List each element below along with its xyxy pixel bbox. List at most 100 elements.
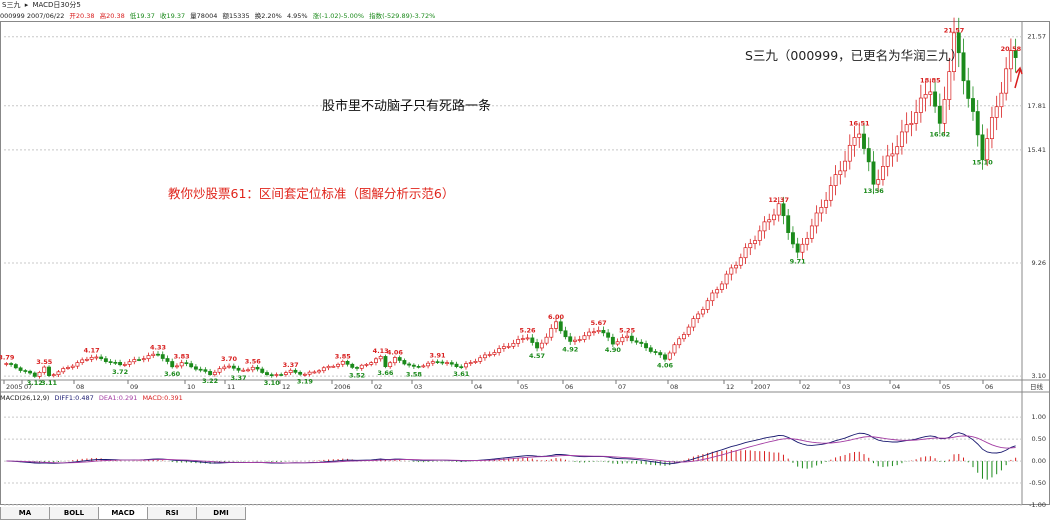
- candle: [719, 283, 724, 290]
- candle: [445, 362, 449, 364]
- peak-label: 4.92: [562, 346, 578, 354]
- macd-tick-label: 0.50: [1032, 435, 1046, 443]
- candle: [4, 363, 9, 365]
- candle: [37, 372, 42, 377]
- indicator-tabs: MA BOLL MACD RSI DMI: [0, 507, 246, 520]
- candle: [312, 371, 317, 374]
- candle: [748, 243, 753, 249]
- quote-info-bar: 000999 2007/06/22 开20.38 高20.38 低19.37 收…: [0, 11, 1050, 21]
- candle: [790, 232, 795, 245]
- candle: [516, 339, 521, 344]
- time-tick-label: 10: [187, 383, 195, 391]
- peak-label: 5.25: [619, 327, 636, 335]
- candle: [899, 131, 904, 148]
- candle: [549, 328, 554, 338]
- peak-label: 4.17: [84, 346, 100, 354]
- candle: [18, 367, 23, 371]
- candle: [729, 267, 734, 275]
- candle: [525, 337, 530, 340]
- time-tick-label: 日线: [1030, 382, 1044, 391]
- candle: [795, 243, 800, 253]
- stock-title: S三九: [2, 1, 21, 9]
- candle: [227, 365, 232, 368]
- candle: [781, 203, 786, 217]
- candle: [217, 368, 222, 373]
- candle: [118, 362, 123, 366]
- peak-label: 4.33: [150, 344, 166, 352]
- candle: [269, 374, 274, 377]
- stock-annotation: S三九（000999，已更名为华润三九）: [745, 48, 964, 63]
- peak-label: 3.52: [349, 371, 365, 379]
- tab-macd[interactable]: MACD: [98, 507, 148, 520]
- candle: [231, 365, 236, 369]
- candle: [103, 358, 108, 362]
- candle: [388, 362, 393, 368]
- peak-label: 3.56: [245, 358, 262, 366]
- play-icon[interactable]: ▸: [24, 1, 29, 9]
- macd-panel: [4, 416, 1022, 506]
- price-tick-label: 21.57: [1027, 33, 1046, 41]
- candle: [151, 353, 156, 356]
- candle: [767, 219, 772, 223]
- candle: [871, 161, 876, 185]
- candle: [928, 91, 933, 95]
- annotation-arrow-head: [1015, 66, 1023, 75]
- candle: [862, 133, 866, 149]
- price-tick-label: 15.41: [1027, 146, 1046, 154]
- change-value: 涨(-1.02)-5.00%: [312, 12, 365, 20]
- chart-grid: [0, 21, 1050, 505]
- candle: [402, 360, 407, 365]
- macd-tick-label: 0.00: [1032, 457, 1046, 465]
- candle: [283, 372, 288, 375]
- candle: [805, 238, 810, 245]
- candle: [648, 347, 653, 352]
- candle: [501, 346, 506, 349]
- price-tick-label: 9.26: [1032, 259, 1046, 267]
- tab-ma[interactable]: MA: [0, 507, 50, 520]
- candle: [757, 230, 762, 241]
- candle: [28, 370, 33, 374]
- tab-boll[interactable]: BOLL: [49, 507, 99, 520]
- candle: [66, 367, 70, 369]
- candle: [904, 124, 909, 133]
- candle: [568, 336, 573, 342]
- candle: [881, 166, 885, 180]
- candle: [895, 146, 900, 155]
- macd-tick-label: -0.50: [1029, 479, 1046, 487]
- dea-line: [6, 435, 1016, 464]
- candle: [885, 155, 890, 167]
- peak-label: 9.71: [790, 258, 807, 266]
- peak-label: 15.10: [972, 159, 993, 167]
- peak-label: 3.58: [406, 370, 423, 378]
- macd-value: MACD:0.391: [142, 394, 183, 402]
- candle: [293, 369, 298, 373]
- candle: [937, 105, 942, 124]
- candle: [51, 374, 56, 377]
- candle: [122, 364, 127, 366]
- time-tick-label: 02: [374, 383, 382, 391]
- candle: [530, 337, 535, 343]
- candle: [1004, 68, 1009, 94]
- peak-label: 21.57: [944, 27, 965, 35]
- candle: [179, 362, 184, 367]
- peak-label: 6.00: [548, 313, 565, 321]
- candle: [212, 371, 217, 375]
- candle: [56, 371, 61, 376]
- candle: [459, 366, 464, 369]
- candle: [421, 365, 426, 368]
- tab-rsi[interactable]: RSI: [147, 507, 197, 520]
- candle: [672, 344, 677, 354]
- candle: [236, 367, 241, 371]
- candle: [843, 160, 848, 172]
- candle: [473, 361, 478, 363]
- annotation-arrow: [1014, 69, 1021, 89]
- candle: [606, 332, 611, 338]
- high-value: 高20.38: [99, 12, 125, 20]
- candle: [966, 80, 971, 99]
- indicator-label[interactable]: MACD日30分5: [32, 1, 81, 9]
- candle: [715, 289, 720, 294]
- time-tick-label: 03: [414, 383, 422, 391]
- peak-label: 3.70: [221, 355, 238, 363]
- macd-info-bar: MACD(26,12,9) DIFF1:0.487 DEA1:0.291 MAC…: [0, 393, 1050, 403]
- tab-dmi[interactable]: DMI: [196, 507, 246, 520]
